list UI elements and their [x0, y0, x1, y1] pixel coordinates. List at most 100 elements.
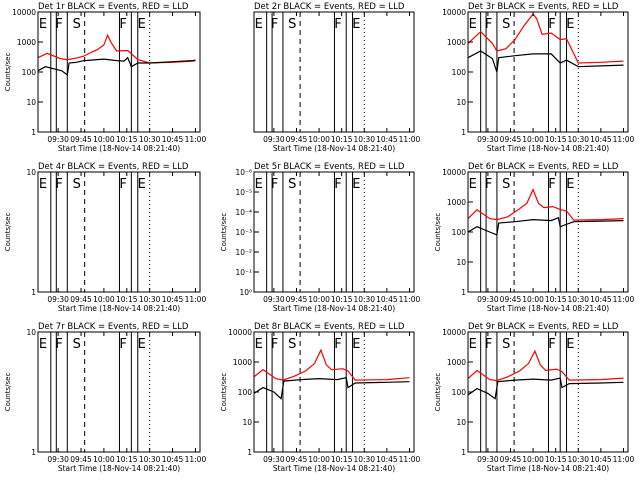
- x-tick-label: 09:45: [500, 295, 522, 304]
- x-tick-label: 10:45: [590, 455, 612, 464]
- y-tick-label: 10000: [442, 8, 466, 17]
- x-tick-label: 10:45: [590, 295, 612, 304]
- x-tick-label: 10:00: [308, 455, 330, 464]
- x-tick-label: 09:45: [500, 455, 522, 464]
- y-tick-label: 1: [247, 448, 252, 457]
- x-tick-label: 09:30: [263, 455, 285, 464]
- event-marker-label: E: [39, 177, 47, 192]
- event-marker-label: F: [271, 337, 278, 352]
- x-tick-label: 11:00: [185, 295, 207, 304]
- x-tick-label: 10:00: [93, 295, 115, 304]
- x-tick-label: 10:15: [331, 135, 353, 144]
- y-tick-label: 1: [31, 448, 36, 457]
- x-tick-label: 09:30: [477, 295, 499, 304]
- events-series-line: [37, 56, 196, 76]
- event-marker-label: E: [138, 17, 146, 32]
- y-tick-label: 10000: [442, 168, 466, 177]
- x-axis-label: Start Time (18-Nov-14 08:21:40): [273, 464, 395, 473]
- y-axis-label: Counts/sec: [4, 53, 12, 92]
- y-tick-label: 10000: [442, 328, 466, 337]
- event-marker-label: S: [502, 337, 510, 352]
- y-tick-label: 10: [456, 98, 466, 107]
- y-axis-label: Counts/sec: [434, 213, 442, 252]
- x-tick-label: 10:45: [376, 135, 398, 144]
- y-tick-label: 100: [452, 388, 467, 397]
- event-marker-label: S: [288, 17, 296, 32]
- event-marker-label: E: [566, 337, 574, 352]
- lld-series-line: [467, 188, 624, 221]
- x-tick-label: 09:45: [70, 455, 92, 464]
- event-marker-label: S: [502, 17, 510, 32]
- event-marker-label: S: [73, 177, 81, 192]
- event-marker-label: F: [548, 177, 555, 192]
- x-tick-label: 10:15: [116, 455, 138, 464]
- x-tick-label: 10:00: [308, 135, 330, 144]
- event-marker-label: F: [485, 177, 492, 192]
- y-tick-label: 1: [461, 128, 466, 137]
- y-tick-label: 10: [456, 258, 466, 267]
- x-axis-label: Start Time (18-Nov-14 08:21:40): [487, 304, 609, 313]
- lld-series-line: [253, 348, 410, 381]
- events-series-line: [467, 216, 624, 236]
- panel-title: Det 3r BLACK = Events, RED = LLD: [468, 2, 619, 12]
- event-marker-label: F: [334, 337, 341, 352]
- y-axis-label: Counts/sec: [434, 373, 442, 412]
- plot-frame: [37, 331, 201, 453]
- event-marker-label: E: [469, 17, 477, 32]
- x-tick-label: 09:30: [477, 455, 499, 464]
- event-marker-label: E: [566, 17, 574, 32]
- panel-title: Det 9r BLACK = Events, RED = LLD: [468, 322, 619, 332]
- event-marker-label: E: [352, 17, 360, 32]
- panel-title: Det 8r BLACK = Events, RED = LLD: [254, 322, 405, 332]
- x-axis-label: Start Time (18-Nov-14 08:21:40): [273, 304, 395, 313]
- event-marker-label: E: [39, 17, 47, 32]
- x-tick-label: 09:30: [47, 295, 69, 304]
- event-marker-label: F: [119, 177, 126, 192]
- y-axis-label: Counts/sec: [4, 373, 12, 412]
- lld-series-line: [467, 349, 624, 382]
- event-marker-label: E: [138, 337, 146, 352]
- x-tick-label: 11:00: [399, 455, 421, 464]
- y-tick-label: 1000: [447, 358, 466, 367]
- x-tick-label: 10:00: [93, 135, 115, 144]
- x-tick-label: 10:30: [353, 455, 375, 464]
- x-tick-label: 09:45: [286, 135, 308, 144]
- x-tick-label: 09:45: [70, 295, 92, 304]
- y-tick-label: 10⁻²: [235, 248, 252, 257]
- y-tick-label: 1: [461, 448, 466, 457]
- x-axis-label: Start Time (18-Nov-14 08:21:40): [58, 464, 180, 473]
- plot-frame: [253, 11, 415, 133]
- y-tick-label: 10⁻¹: [235, 268, 252, 277]
- x-axis-label: Start Time (18-Nov-14 08:21:40): [487, 144, 609, 153]
- events-series-line: [467, 377, 624, 400]
- event-marker-label: E: [352, 337, 360, 352]
- y-tick-label: 10000: [12, 8, 36, 17]
- y-tick-label: 10⁻⁴: [235, 208, 252, 217]
- event-marker-label: S: [502, 177, 510, 192]
- x-tick-label: 11:00: [399, 135, 421, 144]
- x-tick-label: 10:15: [545, 455, 567, 464]
- x-tick-label: 10:45: [376, 295, 398, 304]
- event-marker-label: F: [271, 177, 278, 192]
- y-tick-label: 100: [22, 68, 37, 77]
- event-marker-label: E: [352, 177, 360, 192]
- x-tick-label: 10:00: [522, 455, 544, 464]
- x-tick-label: 10:45: [162, 135, 184, 144]
- x-tick-label: 10:30: [353, 135, 375, 144]
- panel-title: Det 2r BLACK = Events, RED = LLD: [254, 2, 405, 12]
- event-marker-label: F: [485, 17, 492, 32]
- x-axis-label: Start Time (18-Nov-14 08:21:40): [487, 464, 609, 473]
- event-marker-label: F: [485, 337, 492, 352]
- x-tick-label: 11:00: [613, 135, 635, 144]
- x-tick-label: 10:00: [93, 455, 115, 464]
- x-tick-label: 11:00: [185, 455, 207, 464]
- y-tick-label: 1: [461, 288, 466, 297]
- event-marker-label: F: [271, 17, 278, 32]
- x-tick-label: 10:15: [545, 295, 567, 304]
- x-tick-label: 10:30: [139, 455, 161, 464]
